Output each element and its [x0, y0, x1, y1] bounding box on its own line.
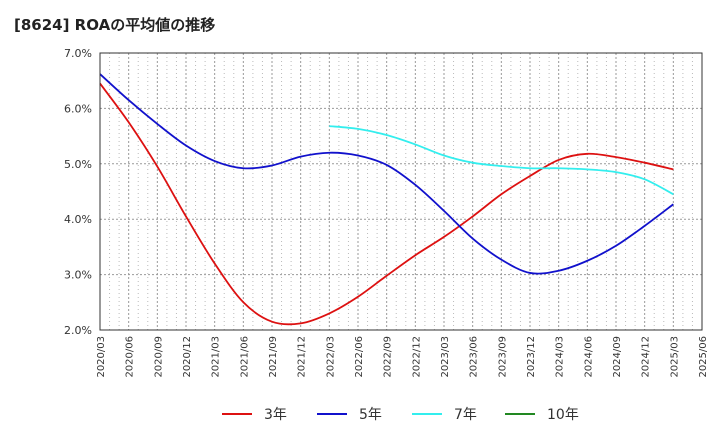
- legend-label-3: 10年: [547, 407, 579, 423]
- x-tick-label: 2025/03: [669, 336, 680, 378]
- y-tick-label: 2.0%: [64, 324, 92, 337]
- legend-label-2: 7年: [454, 407, 477, 423]
- x-tick-label: 2020/03: [96, 336, 107, 378]
- series-line-0: [99, 82, 674, 326]
- x-tick-label: 2024/09: [612, 336, 623, 378]
- y-tick-label: 3.0%: [64, 269, 92, 282]
- x-tick-label: 2021/03: [211, 336, 222, 378]
- x-tick-label: 2023/09: [497, 336, 508, 378]
- x-tick-label: 2023/03: [440, 336, 451, 378]
- series-lines: [99, 73, 674, 326]
- x-tick-label: 2023/12: [526, 336, 537, 378]
- x-tick-label: 2022/06: [354, 336, 365, 378]
- x-tick-label: 2025/06: [698, 336, 709, 378]
- y-tick-label: 5.0%: [64, 158, 92, 171]
- x-tick-label: 2023/06: [469, 336, 480, 378]
- y-axis-ticks: 2.0% 3.0% 4.0% 5.0% 6.0% 7.0%: [64, 47, 92, 337]
- x-tick-label: 2021/06: [239, 336, 250, 378]
- x-tick-label: 2020/09: [153, 336, 164, 378]
- x-tick-label: 2022/09: [383, 336, 394, 378]
- x-tick-label: 2021/09: [268, 336, 279, 378]
- x-tick-label: 2024/06: [583, 336, 594, 378]
- legend-label-0: 3年: [264, 407, 287, 423]
- x-tick-label: 2024/12: [641, 336, 652, 378]
- legend: 3年 5年 7年 10年: [222, 407, 579, 423]
- x-tick-label: 2024/03: [555, 336, 566, 378]
- x-tick-label: 2020/12: [182, 336, 193, 378]
- y-tick-label: 7.0%: [64, 47, 92, 60]
- x-tick-label: 2021/12: [297, 336, 308, 378]
- legend-label-1: 5年: [359, 407, 382, 423]
- y-tick-label: 4.0%: [64, 213, 92, 226]
- grid-lines: [99, 52, 703, 331]
- x-tick-label: 2020/06: [125, 336, 136, 378]
- plot-frame: [99, 52, 703, 331]
- x-tick-label: 2022/12: [411, 336, 422, 378]
- series-line-2: [329, 125, 674, 196]
- series-line-1: [99, 73, 674, 275]
- x-axis-ticks: 2020/03 2020/06 2020/09 2020/12 2021/03 2021/…: [96, 336, 709, 378]
- y-tick-label: 6.0%: [64, 102, 92, 115]
- x-tick-label: 2022/03: [325, 336, 336, 378]
- chart-title: [8624] ROAの平均値の推移: [14, 16, 216, 34]
